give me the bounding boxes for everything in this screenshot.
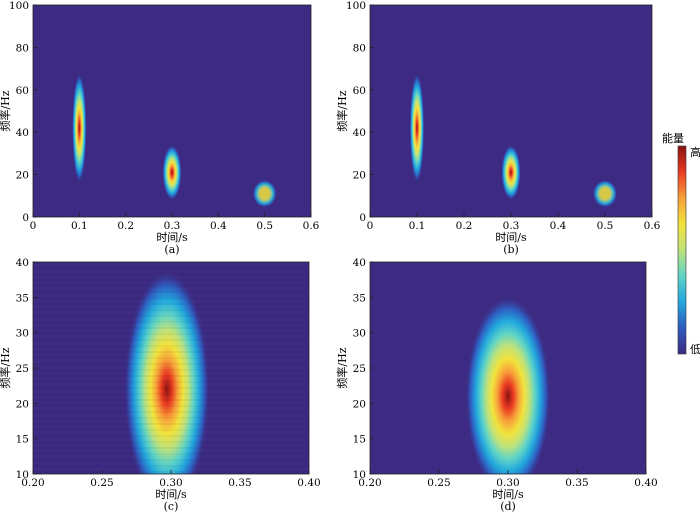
energy-map — [72, 72, 277, 208]
x-tick-label: 0.2 — [456, 220, 473, 232]
y-tick-label: 20 — [353, 170, 366, 182]
y-tick-label: 0 — [359, 212, 366, 224]
x-tick-label: 0.5 — [597, 220, 614, 232]
x-tick-label: 0 — [30, 220, 37, 232]
energy-blob — [592, 179, 618, 208]
y-tick-label: 100 — [346, 0, 366, 12]
x-tick-label: 0.4 — [210, 220, 227, 232]
energy-map — [409, 72, 618, 208]
energy-map — [464, 295, 552, 474]
panel-2: 0.20 0.25 0.30 0.35 0.40 10 15 20 25 30 35 40 时间/s 频率… — [0, 257, 321, 513]
panel-0: 0 0.1 0.2 0.3 0.4 0.5 0.6 0 20 40 60 80 100 时间/s 频率/Hz… — [0, 0, 320, 256]
energy-blob — [123, 269, 210, 474]
panel-3: 0.20 0.25 0.30 0.35 0.40 10 15 20 25 30 35 40 时间/s 频率… — [335, 257, 658, 513]
y-tick-label: 0 — [22, 212, 29, 224]
panel-1: 0 0.1 0.2 0.3 0.4 0.5 0.6 0 20 40 60 80 100 时间/s 频率/Hz… — [335, 0, 661, 256]
y-tick-label: 30 — [353, 328, 366, 340]
x-tick-label: 0.40 — [297, 477, 320, 489]
y-tick-label: 10 — [16, 469, 29, 481]
energy-blob — [72, 72, 87, 184]
x-tick-label: 0.30 — [159, 477, 182, 489]
x-tick-label: 0.25 — [427, 477, 450, 489]
x-tick-label: 0.35 — [565, 477, 588, 489]
x-tick-label: 0.1 — [409, 220, 426, 232]
y-tick-label: 20 — [353, 398, 366, 410]
panel-caption: (c) — [164, 500, 179, 513]
x-tick-label: 0.3 — [164, 220, 181, 232]
y-tick-label: 15 — [353, 434, 366, 446]
colorbar-low-label: 低 — [690, 343, 700, 356]
colorbar: 能量 高 低 — [662, 131, 700, 356]
y-tick-label: 35 — [16, 292, 29, 304]
energy-map — [33, 262, 309, 474]
x-tick-label: 0.35 — [228, 477, 251, 489]
y-tick-label: 40 — [16, 257, 29, 269]
y-tick-label: 25 — [353, 363, 366, 375]
y-tick-label: 30 — [16, 328, 29, 340]
energy-blob — [409, 72, 425, 184]
y-axis-label: 频率/Hz — [0, 90, 12, 131]
colorbar-gradient — [677, 145, 687, 355]
y-tick-label: 35 — [353, 292, 366, 304]
x-tick-label: 0.20 — [358, 477, 381, 489]
x-tick-label: 0.25 — [90, 477, 113, 489]
colorbar-high-label: 高 — [690, 145, 700, 159]
y-tick-label: 80 — [353, 42, 366, 54]
y-tick-label: 60 — [353, 85, 366, 97]
y-tick-label: 10 — [353, 469, 366, 481]
x-tick-label: 0.3 — [503, 220, 520, 232]
energy-blob — [501, 144, 521, 201]
x-tick-label: 0 — [367, 220, 374, 232]
x-tick-label: 0.5 — [256, 220, 273, 232]
y-tick-label: 40 — [16, 127, 29, 139]
y-tick-label: 60 — [16, 85, 29, 97]
y-tick-label: 25 — [16, 363, 29, 375]
energy-blob — [162, 144, 182, 201]
x-tick-label: 0.6 — [644, 220, 661, 232]
y-axis-label: 频率/Hz — [335, 90, 349, 131]
colorbar-title: 能量 — [662, 131, 684, 145]
y-axis-label: 频率/Hz — [0, 347, 12, 388]
y-tick-label: 15 — [16, 434, 29, 446]
x-tick-label: 0.30 — [496, 477, 519, 489]
y-tick-label: 80 — [16, 42, 29, 54]
panel-caption: (a) — [164, 243, 179, 256]
x-tick-label: 0.40 — [634, 477, 657, 489]
x-tick-label: 0.1 — [71, 220, 88, 232]
y-tick-label: 40 — [353, 127, 366, 139]
x-axis-label: 时间/s — [155, 488, 187, 501]
y-axis-label: 频率/Hz — [335, 347, 349, 388]
x-axis-label: 时间/s — [156, 231, 188, 244]
panel-caption: (b) — [503, 243, 519, 256]
energy-blob — [464, 295, 552, 474]
x-axis-label: 时间/s — [495, 231, 527, 244]
y-tick-label: 20 — [16, 398, 29, 410]
x-tick-label: 0.4 — [550, 220, 567, 232]
panel-caption: (d) — [500, 500, 516, 513]
x-axis-label: 时间/s — [492, 488, 524, 501]
pixel-bands — [33, 262, 309, 473]
y-tick-label: 100 — [9, 0, 29, 12]
x-tick-label: 0.2 — [117, 220, 134, 232]
y-tick-label: 20 — [16, 170, 29, 182]
y-tick-label: 40 — [353, 257, 366, 269]
energy-blob — [252, 179, 277, 208]
x-tick-label: 0.6 — [303, 220, 320, 232]
x-tick-label: 0.20 — [21, 477, 44, 489]
